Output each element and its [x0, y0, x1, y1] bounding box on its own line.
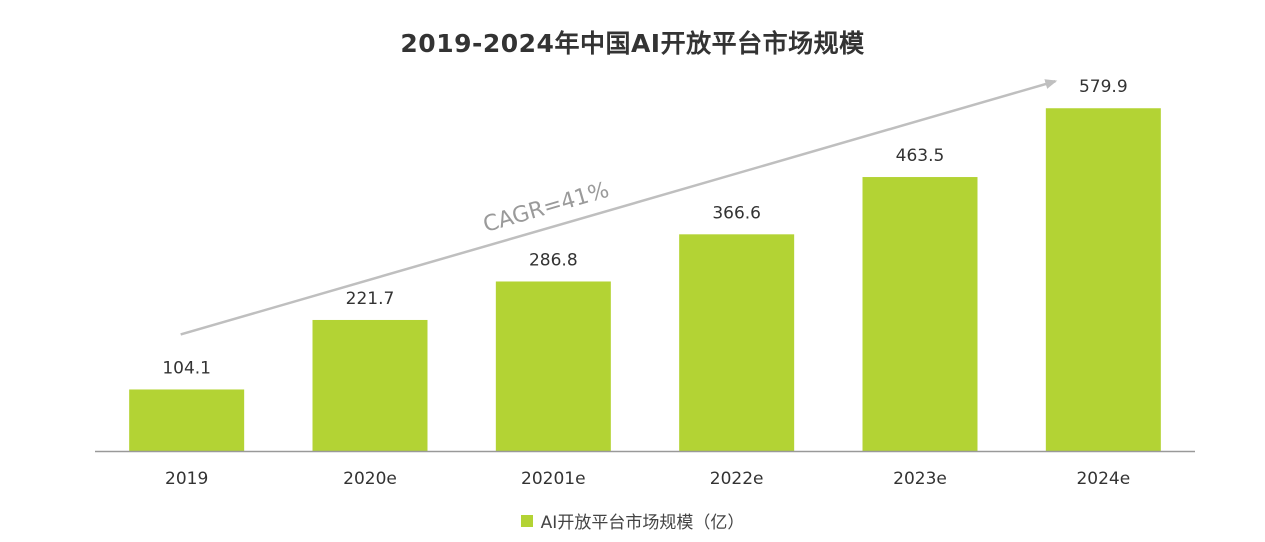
- data-label-2022e: 366.6: [712, 203, 761, 223]
- bar-2019: [129, 389, 245, 451]
- data-label-2019: 104.1: [162, 358, 211, 378]
- legend-swatch: [520, 514, 533, 527]
- legend-label: AI开放平台市场规模（亿）: [540, 513, 745, 533]
- x-tick-label-20201e: 20201e: [521, 469, 586, 489]
- legend: AI开放平台市场规模（亿）: [0, 508, 1265, 533]
- x-tick-labels-layer: 2019 2020e 20201e 2022e 2023e 2024e: [165, 469, 1130, 489]
- x-tick-label-2023e: 2023e: [893, 469, 947, 489]
- bar-2024e: [1045, 108, 1161, 451]
- chart-title: 2019-2024年中国AI开放平台市场规模: [400, 29, 865, 58]
- bar-20201e: [495, 281, 611, 451]
- bar-2023e: [862, 177, 978, 452]
- data-label-2024e: 579.9: [1079, 77, 1128, 97]
- cagr-arrow: [180, 79, 1058, 336]
- x-tick-label-2020e: 2020e: [343, 469, 397, 489]
- x-tick-label-2024e: 2024e: [1076, 469, 1130, 489]
- data-label-2023e: 463.5: [896, 146, 945, 166]
- bar-2022e: [679, 234, 795, 451]
- bars-layer: [129, 108, 1161, 452]
- data-label-20201e: 286.8: [529, 250, 578, 270]
- data-labels-layer: 104.1 221.7 286.8 366.6 463.5 579.9: [162, 77, 1127, 378]
- data-label-2020e: 221.7: [346, 289, 395, 309]
- x-tick-label-2019: 2019: [165, 469, 208, 489]
- bar-2020e: [312, 319, 428, 451]
- x-tick-label-2022e: 2022e: [710, 469, 764, 489]
